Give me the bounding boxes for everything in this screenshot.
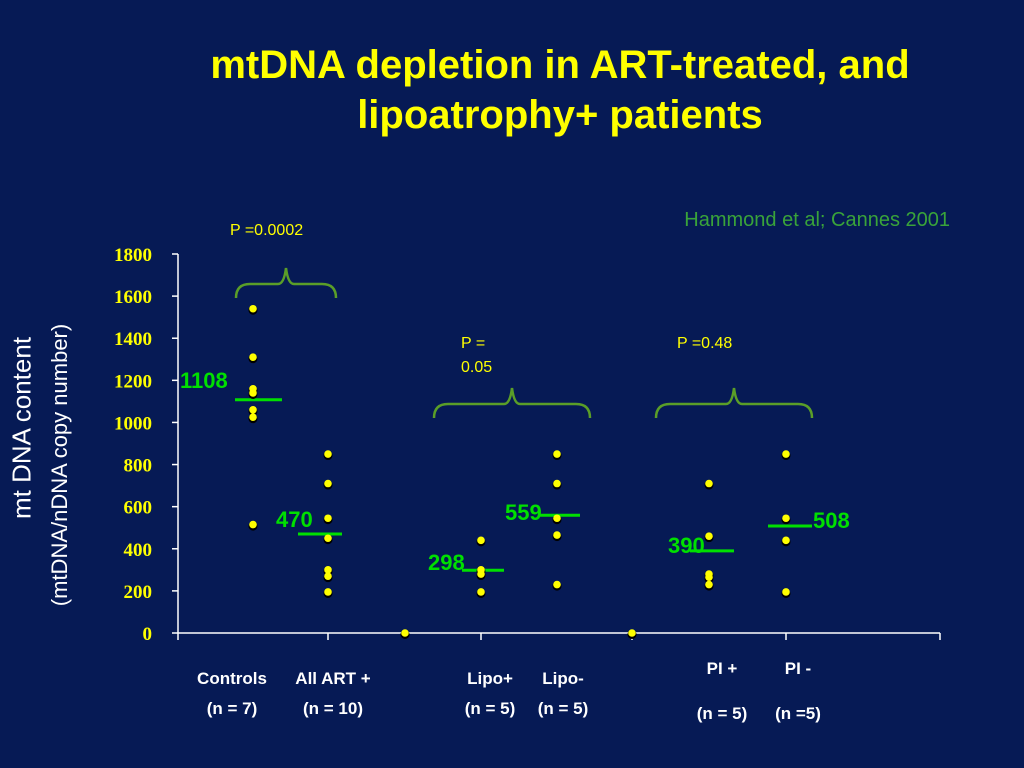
p-value-label: P =0.0002: [230, 222, 303, 239]
comparison-bracket: [432, 387, 592, 419]
data-point: [705, 479, 713, 488]
median-lines: 1108 470 298 559 390 508: [180, 368, 850, 575]
data-point: [477, 536, 485, 545]
data-point: [249, 304, 257, 313]
data-point: [782, 514, 790, 523]
comparison-bracket: [654, 387, 814, 419]
category-label: Controls: [197, 669, 267, 688]
data-point: [324, 479, 332, 488]
data-point: [782, 588, 790, 596]
y-tick-label: 1000: [114, 413, 152, 434]
p-value-brackets: P =0.0002 P = 0.05 P =0.48: [230, 222, 814, 419]
median-label: 508: [813, 508, 850, 533]
data-point: [324, 566, 332, 574]
median-label: 390: [668, 533, 705, 558]
data-point: [324, 514, 332, 523]
data-point: [705, 573, 713, 582]
axes: 0 200 400 600 800 1000 1200 1400 1600 1800: [114, 245, 941, 645]
y-tick-label: 600: [124, 498, 153, 519]
category-n-label: (n =5): [775, 704, 821, 723]
data-point: [249, 389, 257, 397]
data-point: [705, 532, 713, 540]
category-labels: Controls (n = 7) All ART + (n = 10) Lipo+ (n …: [197, 659, 821, 723]
slide-title: mtDNA depletion in ART-treated, and lipo…: [120, 40, 1000, 140]
category-n-label: (n = 5): [697, 704, 748, 723]
data-points: [248, 304, 791, 639]
category-n-label: (n = 10): [303, 699, 363, 718]
data-point: [553, 479, 561, 488]
data-point: [553, 531, 561, 539]
category-label: Lipo+: [467, 669, 513, 688]
median-label: 470: [276, 507, 313, 532]
y-tick-label: 0: [143, 624, 153, 645]
data-point: [782, 450, 790, 458]
data-point: [324, 588, 332, 596]
data-point: [477, 570, 485, 578]
category-label: All ART +: [295, 669, 370, 688]
data-point: [249, 413, 257, 421]
data-point: [553, 580, 561, 589]
data-point: [249, 406, 257, 414]
data-point: [782, 536, 790, 545]
data-point: [324, 534, 332, 543]
slide-title-line-2: lipoatrophy+ patients: [357, 93, 763, 137]
data-point: [249, 520, 257, 529]
category-n-label: (n = 5): [538, 699, 589, 718]
slide-title-line-1: mtDNA depletion in ART-treated, and: [210, 43, 910, 87]
median-label: 1108: [180, 368, 228, 393]
median-label: 298: [428, 550, 465, 575]
category-n-label: (n = 7): [207, 699, 258, 718]
category-label: PI -: [785, 659, 811, 678]
y-tick-label: 400: [124, 540, 153, 561]
median-label: 559: [505, 500, 542, 525]
category-n-label: (n = 5): [465, 699, 516, 718]
data-point: [553, 450, 561, 458]
data-point: [401, 629, 409, 637]
y-tick-label: 1400: [114, 329, 152, 350]
data-point: [249, 353, 257, 361]
data-point: [628, 629, 636, 637]
comparison-bracket: [234, 267, 338, 299]
y-tick-label: 1200: [114, 371, 152, 392]
data-point: [553, 514, 561, 523]
data-point: [324, 572, 332, 580]
p-value-label: P = 0.05: [461, 335, 492, 376]
category-label: Lipo-: [542, 669, 584, 688]
y-tick-label: 200: [124, 582, 153, 603]
y-tick-label: 800: [124, 456, 153, 477]
y-tick-label: 1800: [114, 245, 152, 266]
y-tick-label: 1600: [114, 287, 152, 308]
data-point: [477, 588, 485, 596]
citation: Hammond et al; Cannes 2001: [684, 209, 950, 231]
category-label: PI +: [707, 659, 738, 678]
data-point: [705, 580, 713, 589]
data-point: [324, 450, 332, 458]
p-value-label: P =0.48: [677, 335, 732, 352]
